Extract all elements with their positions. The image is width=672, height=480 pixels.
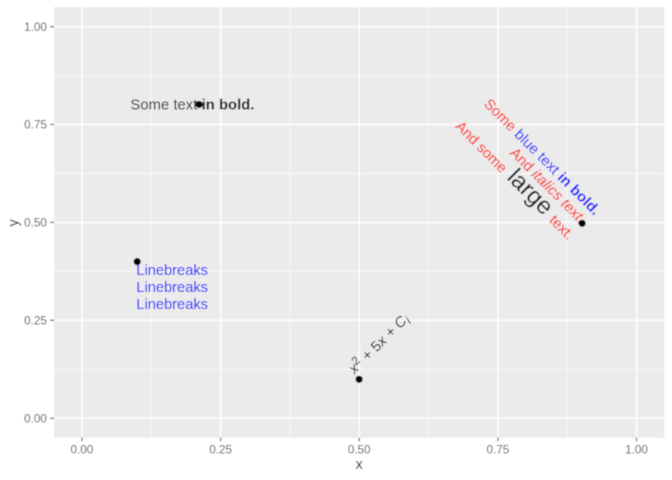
svg-text:x: x <box>356 457 364 473</box>
svg-text:0.25: 0.25 <box>24 314 47 327</box>
svg-text:Linebreaks: Linebreaks <box>136 297 208 313</box>
svg-text:Linebreaks: Linebreaks <box>136 263 208 279</box>
svg-text:0.00: 0.00 <box>71 443 94 456</box>
svg-text:Some text in bold.: Some text in bold. <box>131 98 255 114</box>
svg-text:1.00: 1.00 <box>24 21 47 34</box>
svg-text:0.50: 0.50 <box>348 443 371 456</box>
svg-text:0.75: 0.75 <box>24 119 47 132</box>
svg-text:0.50: 0.50 <box>24 217 47 230</box>
svg-text:x2 + 5x + Ci: x2 + 5x + Ci <box>343 309 414 380</box>
svg-text:Linebreaks: Linebreaks <box>136 280 208 296</box>
svg-text:0.75: 0.75 <box>487 443 510 456</box>
svg-text:y: y <box>6 218 22 226</box>
svg-text:0.00: 0.00 <box>24 412 47 425</box>
svg-text:0.25: 0.25 <box>209 443 232 456</box>
svg-text:1.00: 1.00 <box>625 443 648 456</box>
